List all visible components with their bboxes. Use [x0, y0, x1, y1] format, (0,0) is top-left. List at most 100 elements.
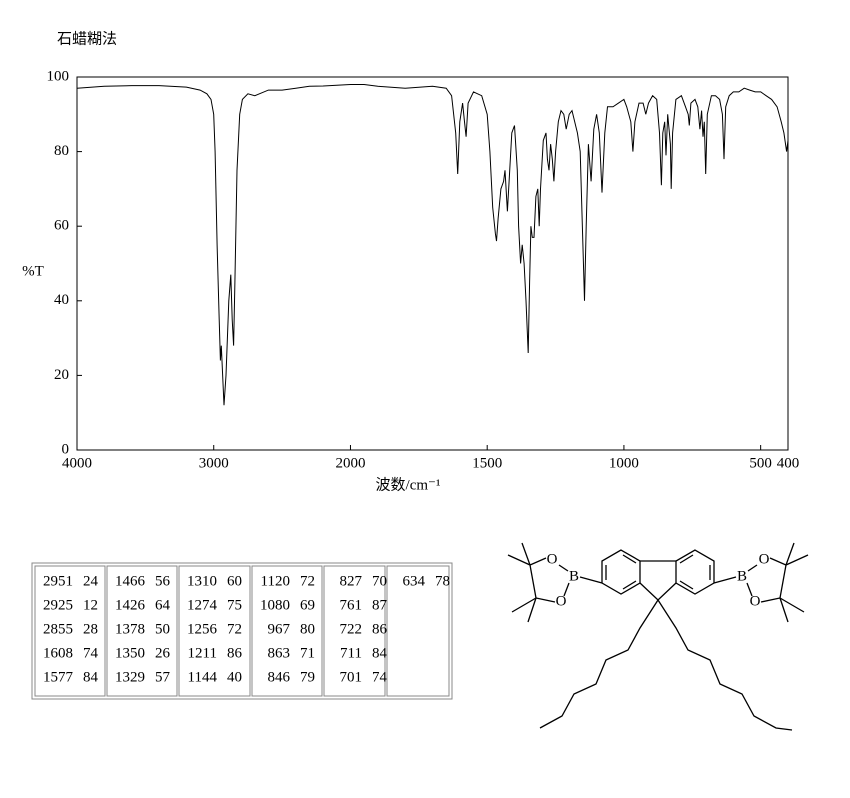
- peak-wavenumber: 1144: [188, 669, 218, 685]
- peak-wavenumber: 1274: [187, 597, 218, 613]
- peak-transmittance: 71: [300, 645, 315, 661]
- table-border: [31, 562, 453, 700]
- x-tick-label: 4000: [62, 455, 92, 471]
- peak-transmittance: 56: [155, 573, 171, 589]
- peak-transmittance: 57: [155, 669, 171, 685]
- peak-transmittance: 50: [155, 621, 170, 637]
- peak-wavenumber: 967: [268, 621, 291, 637]
- bond: [639, 582, 677, 601]
- y-tick-label: 0: [62, 441, 70, 457]
- peak-wavenumber: 1329: [115, 669, 145, 685]
- bond: [747, 564, 758, 572]
- peak-wavenumber: 1350: [115, 645, 145, 661]
- peak-wavenumber: 634: [403, 573, 426, 589]
- y-tick-label: 60: [54, 218, 69, 234]
- peak-wavenumber: 1378: [115, 621, 145, 637]
- bond: [713, 576, 737, 584]
- peak-transmittance: 74: [372, 669, 388, 685]
- bond: [521, 542, 531, 566]
- peak-transmittance: 79: [300, 669, 315, 685]
- peak-transmittance: 72: [300, 573, 315, 589]
- bond: [563, 582, 570, 597]
- structure: B O O B O O: [507, 542, 809, 731]
- atom-label: B: [569, 568, 579, 584]
- x-tick-label: 1000: [609, 455, 639, 471]
- plot-frame: [76, 76, 789, 451]
- peak-transmittance: 78: [435, 573, 450, 589]
- peak-wavenumber: 1608: [43, 645, 73, 661]
- peak-transmittance: 28: [83, 621, 98, 637]
- peak-wavenumber: 1466: [115, 573, 146, 589]
- bond: [507, 554, 531, 566]
- bond: [779, 597, 789, 623]
- chart-title: 石蜡糊法: [57, 30, 117, 47]
- peak-transmittance: 84: [372, 645, 388, 661]
- peak-transmittance: 64: [155, 597, 171, 613]
- y-tick-label: 80: [54, 143, 69, 159]
- atom-label: B: [737, 568, 747, 584]
- peak-wavenumber: 711: [340, 645, 362, 661]
- peak-wavenumber: 722: [340, 621, 363, 637]
- peak-wavenumber: 827: [340, 573, 363, 589]
- x-tick-label: 1500: [472, 455, 502, 471]
- bond: [746, 582, 753, 597]
- peak-wavenumber: 1211: [188, 645, 217, 661]
- bond: [785, 542, 795, 566]
- bond: [622, 580, 637, 590]
- peak-transmittance: 86: [227, 645, 243, 661]
- peak-transmittance: 75: [227, 597, 242, 613]
- spectrum-line: [76, 84, 789, 406]
- ring: [675, 549, 715, 595]
- peak-transmittance: 69: [300, 597, 315, 613]
- table-column: [34, 565, 106, 697]
- peak-transmittance: 86: [372, 621, 388, 637]
- bond: [579, 576, 603, 584]
- chain: [539, 599, 659, 729]
- peak-transmittance: 24: [83, 573, 99, 589]
- bond: [760, 557, 787, 603]
- y-tick-label: 20: [54, 367, 69, 383]
- peak-wavenumber: 1080: [260, 597, 290, 613]
- x-axis-label: 波数/cm⁻¹: [376, 476, 441, 493]
- bond: [622, 554, 637, 564]
- peak-wavenumber: 1310: [187, 573, 217, 589]
- peak-wavenumber: 2925: [43, 597, 73, 613]
- y-tick-label: 100: [47, 68, 70, 84]
- peak-transmittance: 70: [372, 573, 387, 589]
- table-column: [178, 565, 251, 697]
- table-column: [251, 565, 323, 697]
- bond: [527, 597, 537, 623]
- x-tick-label: 3000: [199, 455, 229, 471]
- peak-wavenumber: 1577: [43, 669, 74, 685]
- y-tick-label: 40: [54, 292, 69, 308]
- x-tick-label: 2000: [335, 455, 365, 471]
- atom-label: O: [759, 551, 770, 567]
- peak-wavenumber: 1256: [187, 621, 218, 637]
- bond: [529, 557, 556, 603]
- bond: [558, 564, 569, 572]
- peak-wavenumber: 2951: [43, 573, 73, 589]
- ring: [601, 549, 641, 595]
- bond: [511, 597, 537, 613]
- atom-label: O: [750, 593, 761, 609]
- peak-transmittance: 40: [227, 669, 242, 685]
- bond: [679, 580, 694, 590]
- peak-transmittance: 60: [227, 573, 242, 589]
- y-axis-label: %T: [22, 263, 44, 279]
- table-column: [106, 565, 178, 697]
- table-column: [386, 565, 450, 697]
- table-column: [323, 565, 386, 697]
- peak-transmittance: 12: [83, 597, 98, 613]
- peak-wavenumber: 761: [340, 597, 363, 613]
- peak-transmittance: 80: [300, 621, 315, 637]
- peak-transmittance: 84: [83, 669, 99, 685]
- x-tick-label: 400: [777, 455, 800, 471]
- bond: [785, 554, 809, 566]
- peak-transmittance: 74: [83, 645, 99, 661]
- bond: [679, 554, 694, 564]
- peak-wavenumber: 1426: [115, 597, 146, 613]
- bond: [779, 597, 805, 613]
- peak-table: 2951 24 2925 12 2855 28 1608 74 1577 84 1466 56 1426…: [31, 562, 453, 700]
- peak-wavenumber: 846: [268, 669, 291, 685]
